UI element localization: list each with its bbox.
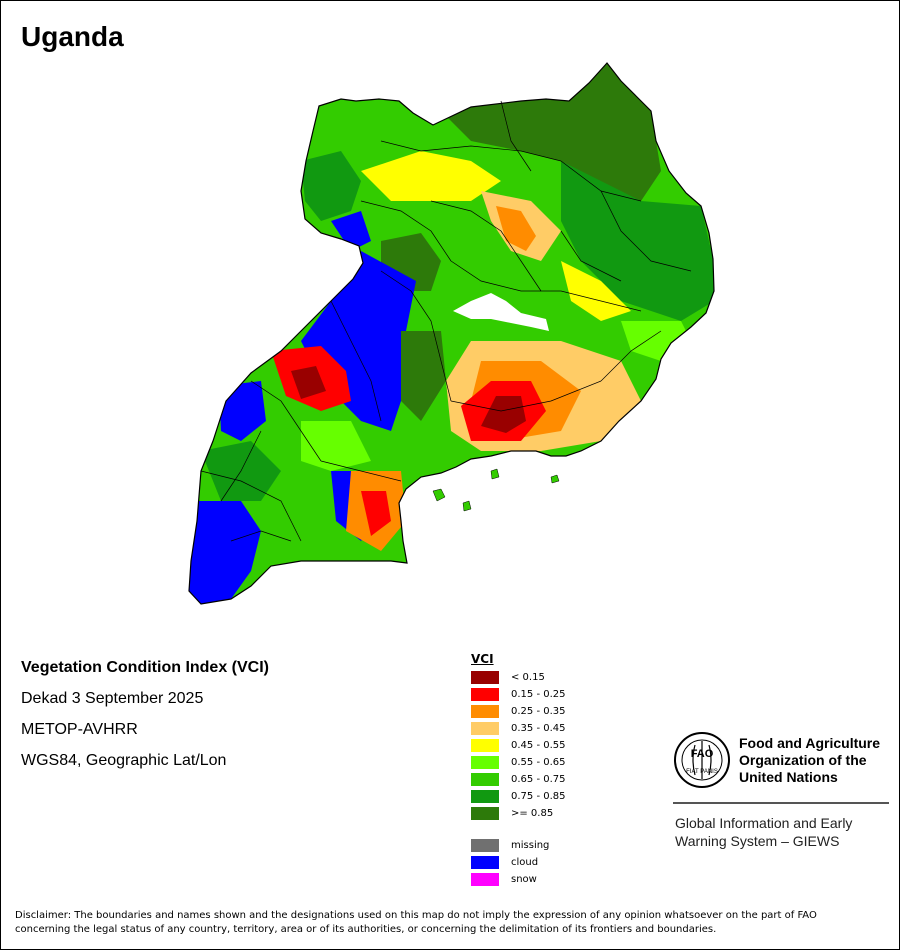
legend-label: 0.25 - 0.35 xyxy=(511,706,566,717)
district-boundaries xyxy=(200,100,692,542)
legend-label: snow xyxy=(511,874,537,885)
disclaimer: Disclaimer: The boundaries and names sho… xyxy=(15,909,885,937)
legend-item: 0.75 - 0.85 xyxy=(471,788,566,805)
legend-swatch xyxy=(471,839,499,852)
giews-line2: Warning System – GIEWS xyxy=(675,833,840,849)
legend-label: 0.35 - 0.45 xyxy=(511,723,566,734)
legend-item: < 0.15 xyxy=(471,669,545,686)
legend-label: 0.15 - 0.25 xyxy=(511,689,566,700)
legend: VCI < 0.15 0.15 - 0.25 0.25 - 0.35 0.35 - 0… xyxy=(471,652,566,888)
logo-divider xyxy=(673,802,889,804)
map-title: Uganda xyxy=(21,21,124,52)
legend-label: < 0.15 xyxy=(511,672,545,683)
legend-label: 0.55 - 0.65 xyxy=(511,757,566,768)
legend-swatch xyxy=(471,773,499,786)
fao-emblem-icon: FAO FIAT PANIS xyxy=(674,732,730,788)
legend-item: missing xyxy=(471,837,549,854)
emblem-text: FAO xyxy=(691,748,714,760)
org-name-line3: United Nations xyxy=(739,769,838,785)
country-border xyxy=(188,62,715,605)
projection-label: WGS84, Geographic Lat/Lon xyxy=(21,752,227,769)
lake-islands xyxy=(432,468,560,512)
legend-item: snow xyxy=(471,871,537,888)
legend-swatch xyxy=(471,807,499,820)
legend-swatch xyxy=(471,705,499,718)
legend-classes: < 0.15 0.15 - 0.25 0.25 - 0.35 0.35 - 0.45 0… xyxy=(471,669,566,822)
org-name: Food and Agriculture Organization of the… xyxy=(739,735,899,786)
legend-item: cloud xyxy=(471,854,538,871)
legend-title: VCI xyxy=(471,652,494,666)
emblem-motto: FIAT PANIS xyxy=(686,769,718,775)
giews-name: Global Information and Early Warning Sys… xyxy=(675,814,852,850)
legend-item: 0.15 - 0.25 xyxy=(471,686,566,703)
period-label: Dekad 3 September 2025 xyxy=(21,690,204,707)
legend-swatch xyxy=(471,856,499,869)
legend-label: 0.75 - 0.85 xyxy=(511,791,566,802)
legend-swatch xyxy=(471,873,499,886)
map-info: Vegetation Condition Index (VCI) Dekad 3… xyxy=(21,657,269,781)
legend-item: >= 0.85 xyxy=(471,805,553,822)
legend-label: >= 0.85 xyxy=(511,808,554,819)
legend-item: 0.35 - 0.45 xyxy=(471,720,566,737)
org-name-line2: Organization of the xyxy=(739,752,867,768)
disclaimer-line1: Disclaimer: The boundaries and names sho… xyxy=(15,910,817,921)
legend-label: 0.45 - 0.55 xyxy=(511,740,566,751)
legend-label: cloud xyxy=(511,857,539,868)
vci-map xyxy=(188,62,715,605)
legend-swatch xyxy=(471,739,499,752)
sensor-label: METOP-AVHRR xyxy=(21,721,138,738)
org-name-line1: Food and Agriculture xyxy=(739,735,881,751)
legend-item: 0.45 - 0.55 xyxy=(471,737,566,754)
legend-swatch xyxy=(471,722,499,735)
legend-special: missing cloud snow xyxy=(471,837,549,888)
giews-line1: Global Information and Early xyxy=(675,815,853,831)
map-area xyxy=(1,1,900,641)
legend-label: 0.65 - 0.75 xyxy=(511,774,566,785)
index-name: Vegetation Condition Index (VCI) xyxy=(21,659,269,676)
legend-item: 0.25 - 0.35 xyxy=(471,703,566,720)
legend-swatch xyxy=(471,671,499,684)
legend-swatch xyxy=(471,688,499,701)
legend-swatch xyxy=(471,790,499,803)
disclaimer-line2: concerning the legal status of any count… xyxy=(15,924,717,935)
legend-swatch xyxy=(471,756,499,769)
legend-item: 0.55 - 0.65 xyxy=(471,754,566,771)
vci-raster xyxy=(189,63,714,604)
legend-item: 0.65 - 0.75 xyxy=(471,771,566,788)
legend-label: missing xyxy=(511,840,550,851)
